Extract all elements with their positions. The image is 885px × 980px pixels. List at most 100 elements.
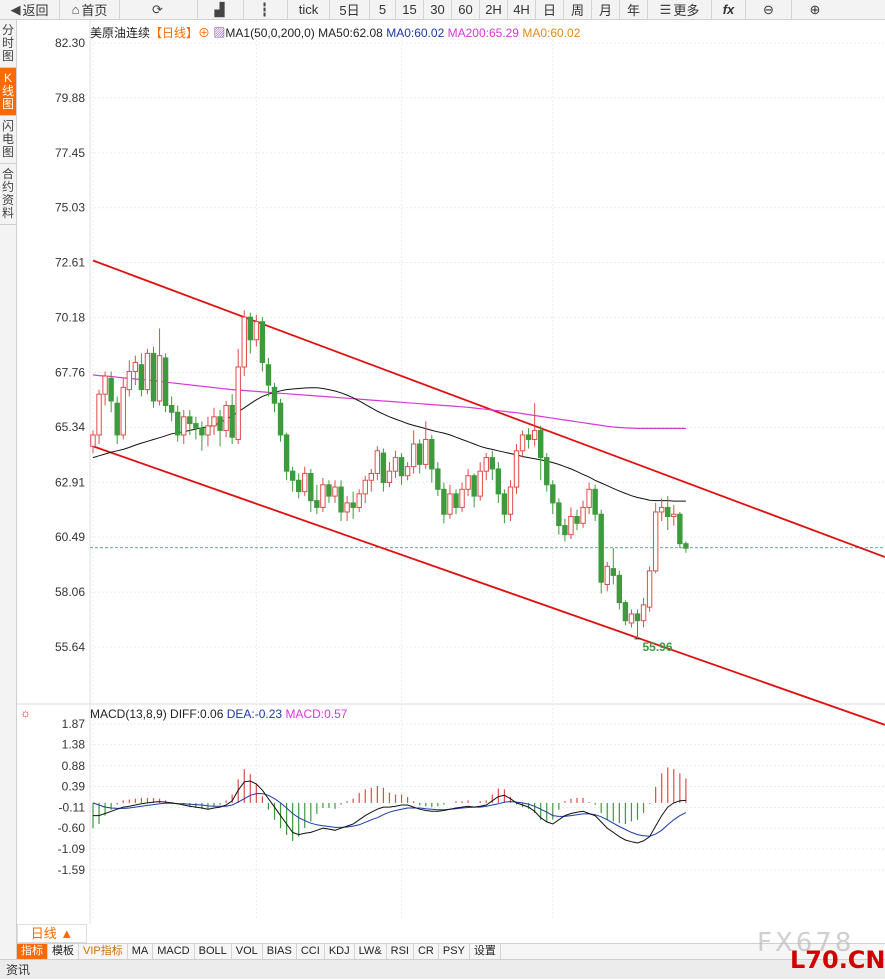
price-tick-label: 62.91 [55,475,85,489]
candle-body [586,488,592,508]
candle-body [665,506,671,518]
macd-tick-label: 1.87 [62,717,86,731]
candle-body [398,457,405,477]
ma60-label: MA0:60.02 [386,26,445,40]
price-tick-label: 55.64 [55,640,85,654]
period-15[interactable]: 15 [396,0,424,20]
tab-cr[interactable]: CR [414,944,439,959]
zoom-out-button[interactable]: ⊖ [746,0,792,20]
tab-vol[interactable]: VOL [232,944,263,959]
candle-body [574,516,580,524]
candle-body [459,488,465,508]
candle-body [350,502,356,508]
tab-indicators[interactable]: 指标 [17,944,48,959]
ma50-label: MA50:62.08 [318,26,383,40]
period-month[interactable]: 月 [592,0,620,20]
tab-vip-indicators[interactable]: VIP指标 [79,944,128,959]
tab-ma[interactable]: MA [128,944,154,959]
settings-icon[interactable]: ⊕ [198,26,211,40]
candle-body [162,357,169,406]
candle-style-button[interactable]: ┇ [244,0,288,20]
sidebar-item-contract[interactable]: 合约资料 [0,164,16,225]
macd-tick-label: 0.39 [62,779,86,793]
period-4h[interactable]: 4H [508,0,536,20]
macd-tick-label: -0.60 [58,821,86,835]
period-60[interactable]: 60 [452,0,480,20]
candle-body [531,429,538,440]
candle-body [326,484,332,497]
period-5[interactable]: 5 [370,0,396,20]
candle-body [283,434,290,472]
tab-lw[interactable]: LW& [355,944,387,959]
refresh-button[interactable]: ⟳ [120,0,198,20]
candle-body [392,457,399,472]
tab-bias[interactable]: BIAS [263,944,297,959]
candle-body [308,472,314,502]
candle-body [229,404,235,438]
candle-body [550,484,556,504]
candle-body [489,457,496,470]
candle-body [138,364,145,391]
tab-boll[interactable]: BOLL [195,944,232,959]
period-2h[interactable]: 2H [480,0,508,20]
kline-chart[interactable]: 82.30 79.88 77.45 75.03 72.61 70.18 67.76 65.34… [17,20,885,924]
candle-body [525,434,532,440]
bar-chart-icon: ▟ [214,1,225,17]
candle-body [90,434,96,447]
back-button[interactable]: ◀ 返回 [0,0,60,20]
back-arrow-icon: ◀ [10,1,21,17]
tab-psy[interactable]: PSY [439,944,470,959]
price-tick-label: 70.18 [55,311,85,325]
fx-icon: fx [722,2,735,17]
watermark-fx678: FX678 [757,928,855,958]
macd-settings-icon[interactable]: ☼ [20,706,31,720]
period-label: 【日线】 [150,26,199,40]
candle-body [102,375,108,395]
candle-body [544,457,550,486]
date-tick-label: 2025/09 [406,923,450,924]
zoom-in-button[interactable]: ⊕ [792,0,838,20]
candle-body [417,443,423,465]
candle-body [483,457,489,472]
candle-body [362,479,368,495]
period-30[interactable]: 30 [424,0,452,20]
zoom-out-icon: ⊖ [763,1,774,17]
sidebar-item-kline[interactable]: K线图 [0,68,16,116]
candle-body [320,484,326,508]
period-5d[interactable]: 5日 [330,0,370,20]
candle-body [253,321,260,341]
more-button[interactable]: ☰ 更多 [648,0,712,20]
channel-lower-line [92,445,885,726]
tab-templates[interactable]: 模板 [48,944,79,959]
tab-macd[interactable]: MACD [153,944,195,959]
candle-body [356,493,362,508]
candle-body [338,486,344,513]
kline-chart-button[interactable]: ▟ [198,0,244,20]
sidebar-item-timeshare[interactable]: 分时图 [0,20,16,68]
price-tick-label: 79.88 [55,91,85,105]
candle-body [259,321,266,363]
home-button[interactable]: ⌂ 首页 [60,0,120,20]
candle-body [495,468,502,495]
candle-body [423,438,429,465]
formula-button[interactable]: fx [712,0,746,20]
candle-body [114,402,120,436]
period-year[interactable]: 年 [620,0,648,20]
tab-kdj[interactable]: KDJ [325,944,355,959]
ma1-label: MA1(50,0,200,0) [225,26,315,40]
candle-body [271,386,278,404]
sidebar-item-flash[interactable]: 闪电图 [0,116,16,164]
tab-rsi[interactable]: RSI [387,944,414,959]
period-day[interactable]: 日 [536,0,564,20]
candle-body [634,613,641,622]
period-week[interactable]: 周 [564,0,592,20]
candle-body [241,316,247,368]
tab-settings[interactable]: 设置 [470,944,501,959]
candle-body [677,513,683,545]
candle-body [646,570,653,608]
tick-button[interactable]: tick [288,0,330,20]
tab-cci[interactable]: CCI [297,944,325,959]
candle-body [610,568,616,576]
candle-body [144,352,151,391]
period-toggle-button[interactable]: 日线 ▲ [17,924,87,943]
